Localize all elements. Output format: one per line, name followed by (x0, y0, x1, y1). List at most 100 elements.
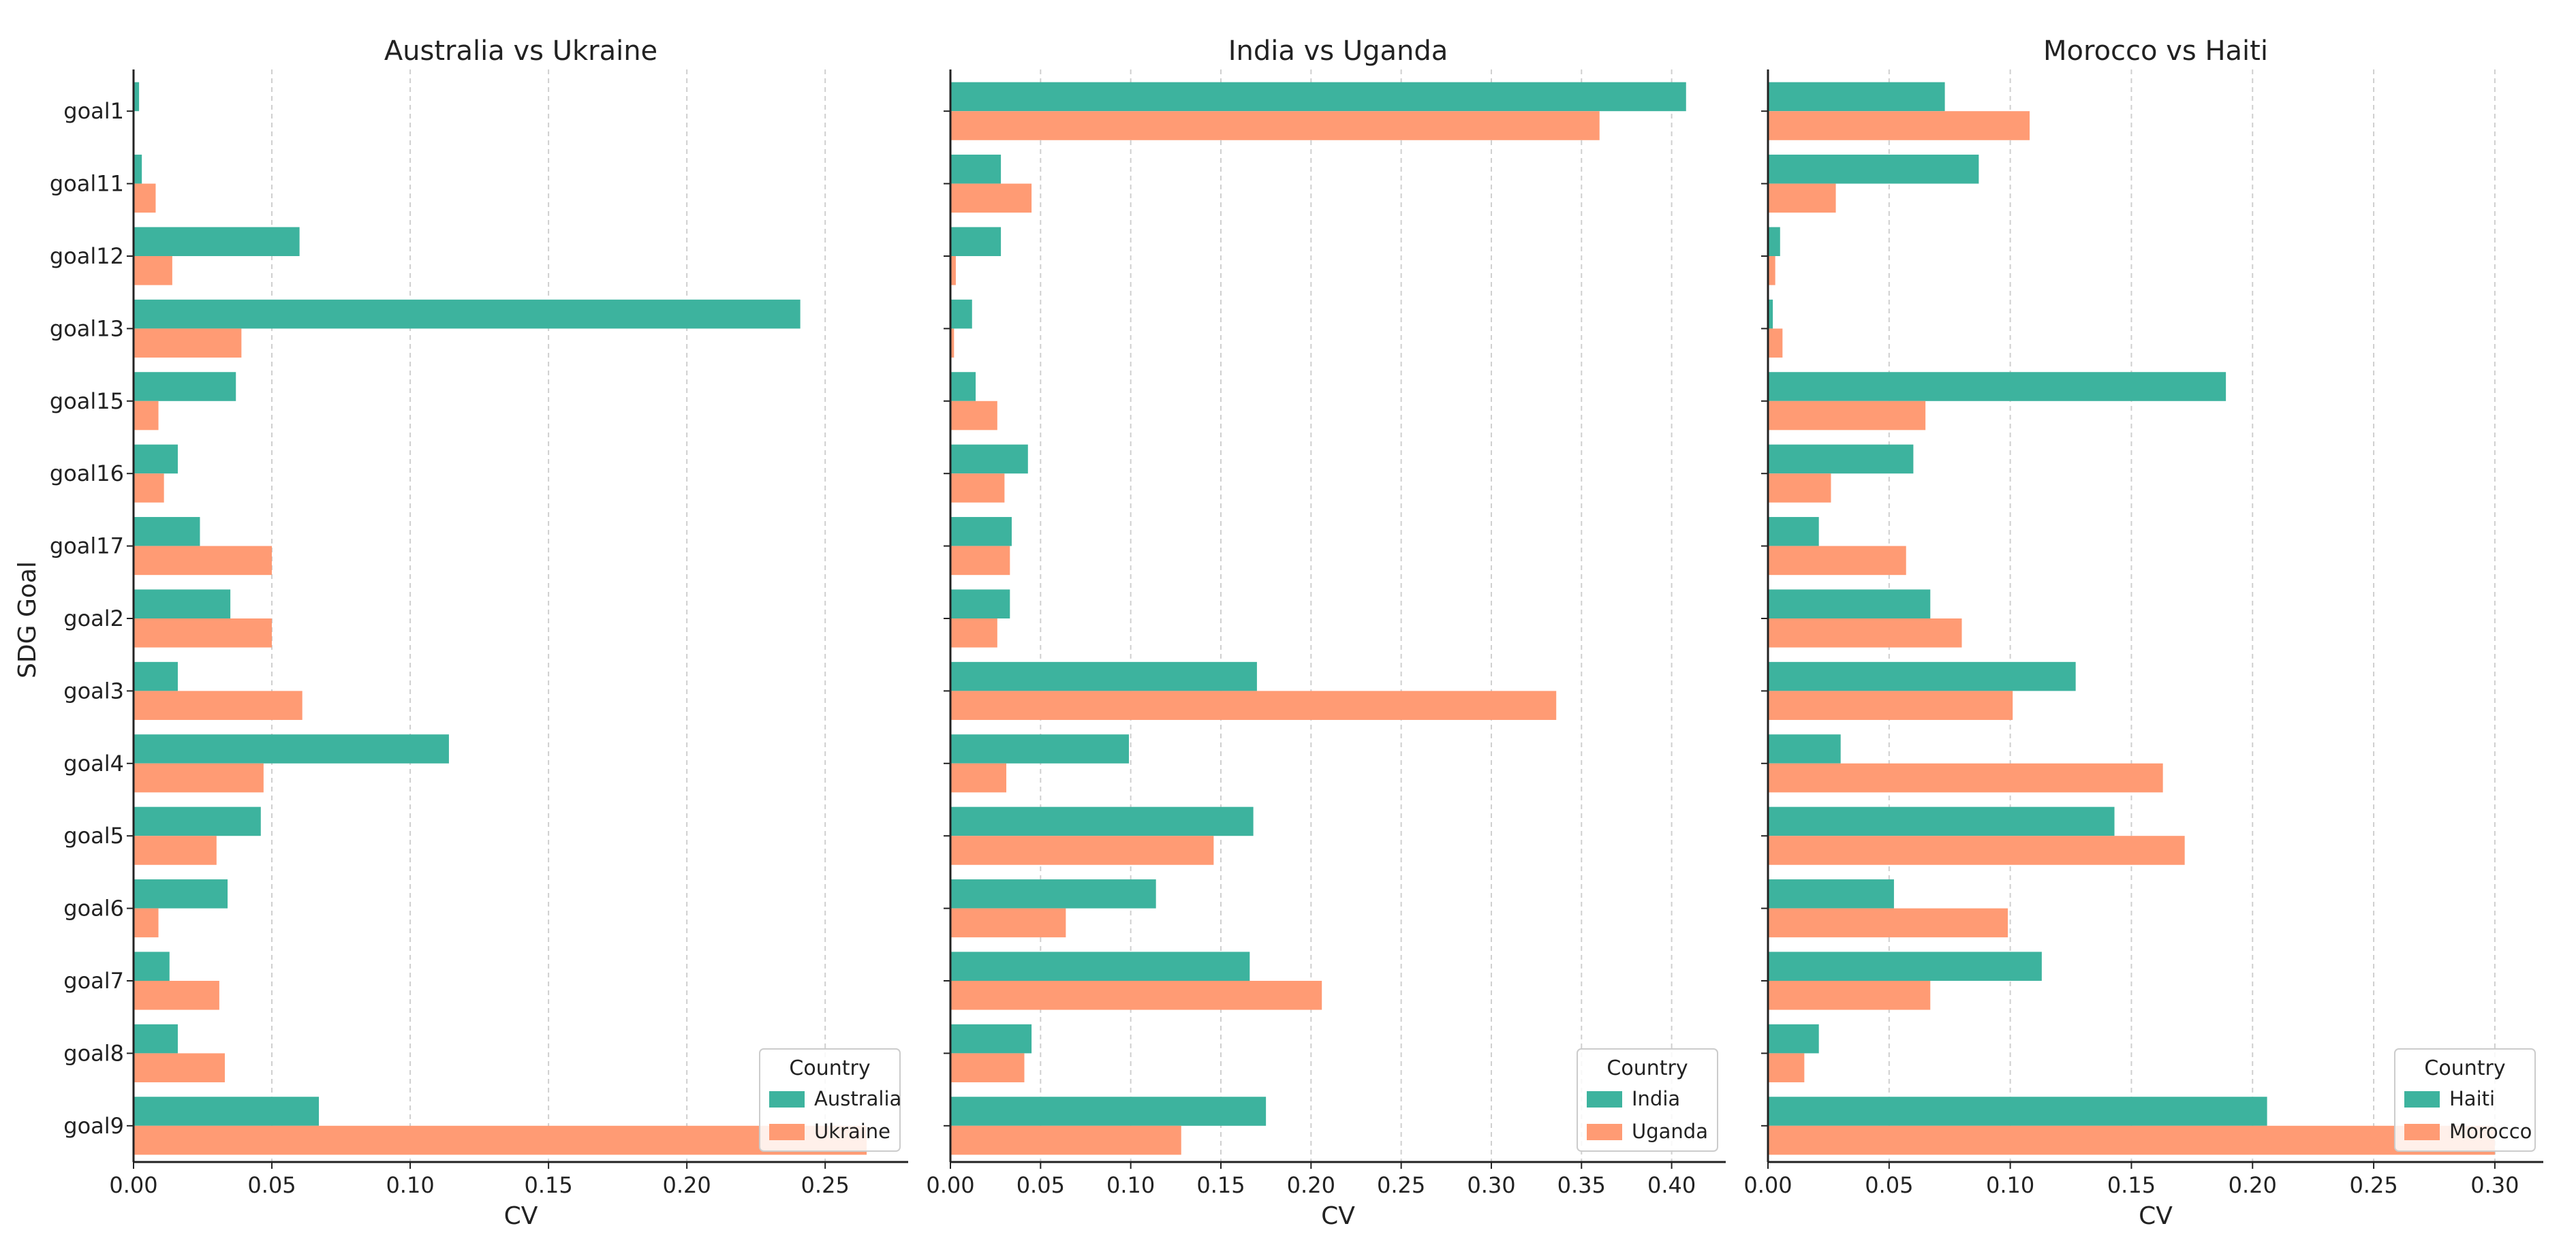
bar-india-goal15 (950, 372, 976, 401)
bar-india-goal11 (950, 155, 1002, 184)
x-tick-label: 0.30 (1467, 1172, 1515, 1198)
bar-uganda-goal9 (950, 1125, 1181, 1155)
bar-india-goal9 (950, 1097, 1267, 1126)
x-tick-label: 0.00 (926, 1172, 974, 1198)
x-tick-label: 0.40 (1647, 1172, 1696, 1198)
legend-swatch-ukraine (769, 1124, 805, 1140)
bar-ukraine-goal11 (134, 183, 156, 213)
legend: Country Haiti Morocco (2394, 1048, 2536, 1152)
bar-morocco-goal15 (1768, 401, 1926, 430)
y-tick-label: goal11 (50, 171, 124, 197)
bar-morocco-goal12 (1768, 256, 1775, 285)
bar-uganda-goal11 (950, 183, 1032, 213)
bar-india-goal1 (950, 82, 1686, 112)
y-tick-label: goal17 (50, 533, 124, 559)
bar-australia-goal6 (134, 879, 228, 909)
bar-australia-goal11 (134, 155, 142, 184)
bar-uganda-goal4 (950, 763, 1007, 793)
bar-australia-goal17 (134, 517, 200, 546)
bar-ukraine-goal17 (134, 546, 273, 576)
bar-australia-goal4 (134, 734, 449, 764)
y-tick-label: goal6 (63, 896, 124, 922)
legend-title: Country (789, 1056, 870, 1080)
x-tick-label: 0.25 (1377, 1172, 1425, 1198)
legend: Country India Uganda (1577, 1048, 1718, 1152)
bar-haiti-goal1 (1768, 82, 1945, 112)
legend-label-ukraine: Ukraine (814, 1120, 890, 1143)
x-tick-label: 0.10 (1106, 1172, 1155, 1198)
bar-uganda-goal17 (950, 546, 1010, 576)
x-tick-label: 0.20 (1287, 1172, 1335, 1198)
bar-uganda-goal1 (950, 111, 1600, 140)
bar-ukraine-goal15 (134, 401, 159, 430)
bar-australia-goal1 (134, 82, 140, 112)
y-tick-label: goal1 (63, 98, 124, 124)
bar-morocco-goal11 (1768, 183, 1836, 213)
bar-haiti-goal5 (1768, 806, 2115, 836)
bar-ukraine-goal8 (134, 1053, 226, 1082)
legend-swatch-australia (769, 1091, 805, 1108)
x-tick-label: 0.10 (1986, 1172, 2034, 1198)
x-tick-label: 0.15 (1196, 1172, 1245, 1198)
bar-ukraine-goal13 (134, 328, 242, 358)
bar-ukraine-goal4 (134, 763, 264, 793)
chart-panel-3: 0.00 0.05 0.10 0.15 0.20 0.25 0.30 Morocco vs H… (1743, 35, 2543, 1230)
bar-haiti-goal12 (1768, 227, 1780, 256)
bar-morocco-goal2 (1768, 618, 1962, 648)
bar-haiti-goal6 (1768, 879, 1894, 909)
bar-india-goal12 (950, 227, 1002, 256)
bar-morocco-goal3 (1768, 691, 2013, 720)
y-tick-label: goal8 (63, 1040, 124, 1066)
x-axis-title: CV (1321, 1202, 1355, 1230)
y-axis-title: SDG Goal (14, 561, 42, 678)
bar-haiti-goal3 (1768, 661, 2076, 691)
bar-morocco-goal1 (1768, 111, 2030, 140)
bar-uganda-goal12 (950, 256, 956, 285)
bar-haiti-goal11 (1768, 155, 1979, 184)
bar-morocco-goal9 (1768, 1125, 2495, 1155)
legend-title: Country (2424, 1056, 2505, 1080)
panel-title: India vs Uganda (1228, 35, 1448, 67)
panel-title: Australia vs Ukraine (384, 35, 657, 67)
bar-australia-goal8 (134, 1024, 178, 1054)
bar-india-goal8 (950, 1024, 1032, 1054)
bar-india-goal16 (950, 444, 1028, 474)
x-tick-label: 0.25 (801, 1172, 850, 1198)
x-tick-label: 0.05 (1017, 1172, 1065, 1198)
bar-uganda-goal3 (950, 691, 1557, 720)
legend-swatch-uganda (1587, 1124, 1622, 1140)
bar-haiti-goal7 (1768, 952, 2042, 981)
x-axis-title: CV (2139, 1202, 2173, 1230)
x-axis-title: CV (504, 1202, 538, 1230)
bar-india-goal2 (950, 589, 1010, 618)
legend: Country Australia Ukraine (759, 1048, 901, 1152)
bar-india-goal3 (950, 661, 1257, 691)
y-tick-label: goal12 (50, 243, 124, 269)
chart-panel-1: 0.00 0.05 0.10 0.15 0.20 0.25 goal1 goal11 goal1… (50, 35, 908, 1230)
bar-ukraine-goal6 (134, 908, 159, 938)
legend-label-india: India (1632, 1087, 1680, 1110)
bar-uganda-goal7 (950, 981, 1322, 1010)
bar-uganda-goal15 (950, 401, 997, 430)
bar-ukraine-goal12 (134, 256, 172, 285)
bar-haiti-goal9 (1768, 1097, 2267, 1126)
bar-morocco-goal13 (1768, 328, 1783, 358)
bar-india-goal4 (950, 734, 1130, 764)
legend-label-haiti: Haiti (2449, 1087, 2495, 1110)
bar-haiti-goal17 (1768, 517, 1819, 546)
legend-label-uganda: Uganda (1632, 1120, 1708, 1143)
y-tick-label: goal2 (63, 606, 124, 631)
x-tick-label: 0.20 (2229, 1172, 2277, 1198)
x-tick-label: 0.05 (1865, 1172, 1913, 1198)
bar-australia-goal16 (134, 444, 178, 474)
bar-morocco-goal16 (1768, 473, 1831, 503)
bar-ukraine-goal7 (134, 981, 219, 1010)
legend-label-australia: Australia (814, 1087, 901, 1110)
bar-ukraine-goal5 (134, 836, 217, 865)
legend-label-morocco: Morocco (2449, 1120, 2532, 1143)
bar-uganda-goal5 (950, 836, 1214, 865)
bar-uganda-goal16 (950, 473, 1005, 503)
x-tick-label: 0.15 (2107, 1172, 2156, 1198)
bar-india-goal7 (950, 952, 1250, 981)
